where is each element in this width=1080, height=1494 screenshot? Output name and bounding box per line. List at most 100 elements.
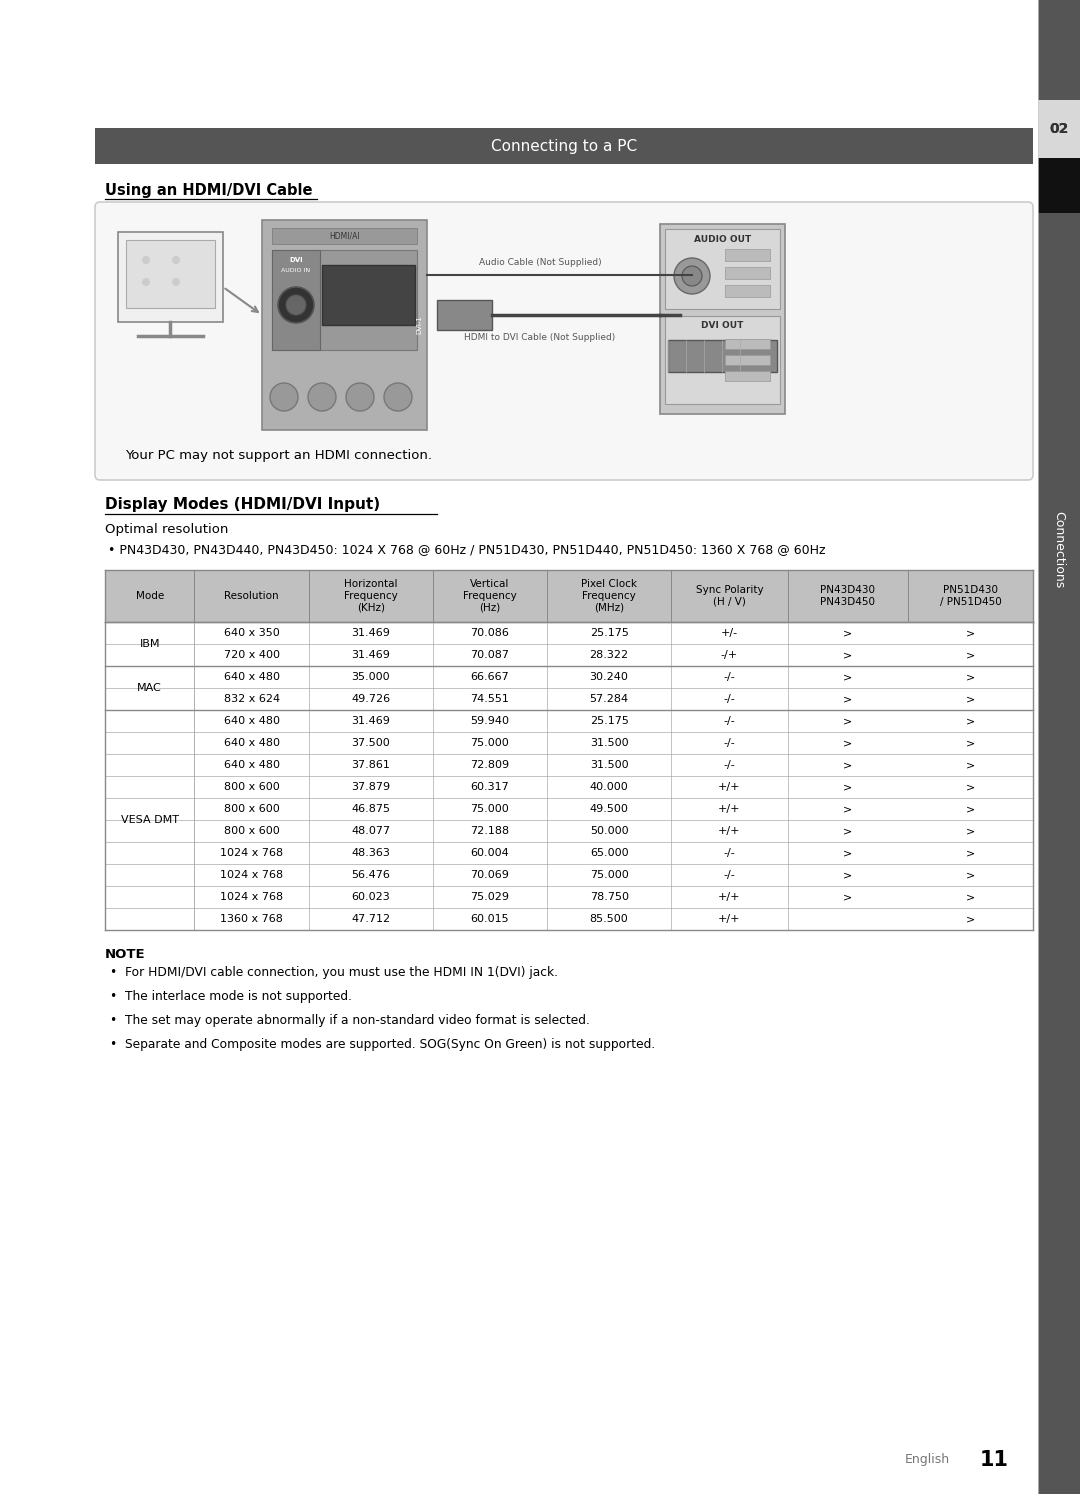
Text: 46.875: 46.875 bbox=[351, 804, 390, 814]
Bar bbox=[669, 341, 777, 372]
Text: 48.363: 48.363 bbox=[351, 849, 390, 858]
Text: Vertical
Frequency
(Hz): Vertical Frequency (Hz) bbox=[463, 580, 517, 613]
Text: Audio Cable (Not Supplied): Audio Cable (Not Supplied) bbox=[478, 258, 602, 267]
Text: >: > bbox=[843, 672, 852, 681]
Text: 832 x 624: 832 x 624 bbox=[224, 695, 280, 704]
Circle shape bbox=[141, 255, 150, 264]
Text: English: English bbox=[905, 1454, 950, 1467]
Text: 1024 x 768: 1024 x 768 bbox=[220, 892, 283, 902]
Text: -/-: -/- bbox=[724, 716, 735, 726]
Text: Horizontal
Frequency
(KHz): Horizontal Frequency (KHz) bbox=[343, 580, 397, 613]
Text: 40.000: 40.000 bbox=[590, 781, 629, 792]
Text: 78.750: 78.750 bbox=[590, 892, 629, 902]
Text: 31.500: 31.500 bbox=[590, 738, 629, 748]
Text: 31.500: 31.500 bbox=[590, 760, 629, 769]
Text: -/+: -/+ bbox=[720, 650, 738, 660]
Bar bbox=[95, 128, 1032, 164]
Text: PN43D430
PN43D450: PN43D430 PN43D450 bbox=[821, 586, 876, 607]
FancyBboxPatch shape bbox=[95, 202, 1032, 480]
Text: >: > bbox=[966, 695, 975, 704]
Text: 47.712: 47.712 bbox=[351, 914, 390, 923]
Text: 30.240: 30.240 bbox=[590, 672, 629, 681]
Bar bbox=[665, 229, 780, 309]
Text: 59.940: 59.940 bbox=[471, 716, 510, 726]
Bar bbox=[262, 220, 427, 430]
Text: +/+: +/+ bbox=[718, 804, 741, 814]
Text: 640 x 480: 640 x 480 bbox=[224, 738, 280, 748]
Text: >: > bbox=[843, 627, 852, 638]
Text: 640 x 480: 640 x 480 bbox=[224, 672, 280, 681]
Text: +/+: +/+ bbox=[718, 826, 741, 837]
Text: +/+: +/+ bbox=[718, 781, 741, 792]
Text: 50.000: 50.000 bbox=[590, 826, 629, 837]
Circle shape bbox=[346, 382, 374, 411]
Text: >: > bbox=[966, 650, 975, 660]
Text: 1024 x 768: 1024 x 768 bbox=[220, 849, 283, 858]
Bar bbox=[1038, 100, 1080, 158]
Bar bbox=[272, 249, 320, 350]
Circle shape bbox=[674, 258, 710, 294]
Circle shape bbox=[681, 266, 702, 285]
Text: 640 x 480: 640 x 480 bbox=[224, 716, 280, 726]
Text: >: > bbox=[843, 781, 852, 792]
Text: 49.726: 49.726 bbox=[351, 695, 390, 704]
Text: Connections: Connections bbox=[1053, 511, 1066, 589]
Text: AUDIO IN: AUDIO IN bbox=[282, 267, 311, 272]
Text: MAC: MAC bbox=[137, 683, 162, 693]
Text: Resolution: Resolution bbox=[225, 592, 279, 601]
Bar bbox=[322, 264, 415, 326]
Circle shape bbox=[278, 287, 314, 323]
Text: 31.469: 31.469 bbox=[351, 716, 390, 726]
Text: >: > bbox=[843, 650, 852, 660]
Text: DVI OUT: DVI OUT bbox=[701, 321, 744, 330]
Bar bbox=[437, 300, 492, 330]
Text: 60.317: 60.317 bbox=[471, 781, 510, 792]
Text: 02: 02 bbox=[1050, 123, 1069, 136]
Text: Sync Polarity
(H / V): Sync Polarity (H / V) bbox=[696, 586, 764, 607]
Text: 75.029: 75.029 bbox=[471, 892, 510, 902]
Text: 31.469: 31.469 bbox=[351, 650, 390, 660]
Text: 70.086: 70.086 bbox=[471, 627, 510, 638]
Bar bbox=[105, 710, 1032, 732]
Circle shape bbox=[308, 382, 336, 411]
Text: >: > bbox=[966, 738, 975, 748]
Bar bbox=[725, 249, 770, 261]
Text: +/+: +/+ bbox=[718, 914, 741, 923]
Text: -/-: -/- bbox=[724, 760, 735, 769]
Text: >: > bbox=[966, 826, 975, 837]
Text: >: > bbox=[843, 870, 852, 880]
Text: 57.284: 57.284 bbox=[590, 695, 629, 704]
Text: 800 x 600: 800 x 600 bbox=[224, 781, 280, 792]
Text: •  The set may operate abnormally if a non-standard video format is selected.: • The set may operate abnormally if a no… bbox=[110, 1014, 590, 1026]
Text: IBM: IBM bbox=[139, 639, 160, 648]
Bar bbox=[660, 224, 785, 414]
Text: >: > bbox=[966, 870, 975, 880]
Text: >: > bbox=[966, 804, 975, 814]
Text: 37.861: 37.861 bbox=[351, 760, 390, 769]
Text: 1360 x 768: 1360 x 768 bbox=[220, 914, 283, 923]
Bar bbox=[665, 317, 780, 403]
Text: >: > bbox=[966, 781, 975, 792]
Bar bbox=[105, 864, 1032, 886]
Text: >: > bbox=[843, 695, 852, 704]
Bar bbox=[725, 371, 770, 381]
Text: >: > bbox=[966, 672, 975, 681]
Circle shape bbox=[172, 278, 180, 285]
Text: NOTE: NOTE bbox=[105, 949, 146, 961]
Text: >: > bbox=[843, 849, 852, 858]
Text: 37.500: 37.500 bbox=[351, 738, 390, 748]
Text: DVI-1: DVI-1 bbox=[416, 315, 422, 335]
Text: Optimal resolution: Optimal resolution bbox=[105, 523, 228, 536]
Bar bbox=[105, 732, 1032, 754]
Text: 31.469: 31.469 bbox=[351, 627, 390, 638]
Text: 66.667: 66.667 bbox=[471, 672, 510, 681]
Text: 60.004: 60.004 bbox=[471, 849, 510, 858]
Text: Your PC may not support an HDMI connection.: Your PC may not support an HDMI connecti… bbox=[125, 448, 432, 462]
Text: 72.188: 72.188 bbox=[471, 826, 510, 837]
Text: Display Modes (HDMI/DVI Input): Display Modes (HDMI/DVI Input) bbox=[105, 498, 380, 512]
Bar bbox=[725, 356, 770, 365]
Text: 37.879: 37.879 bbox=[351, 781, 390, 792]
Text: •  For HDMI/DVI cable connection, you must use the HDMI IN 1(DVI) jack.: • For HDMI/DVI cable connection, you mus… bbox=[110, 967, 558, 979]
Text: HDMI to DVI Cable (Not Supplied): HDMI to DVI Cable (Not Supplied) bbox=[464, 333, 616, 342]
Text: •  The interlace mode is not supported.: • The interlace mode is not supported. bbox=[110, 991, 352, 1002]
